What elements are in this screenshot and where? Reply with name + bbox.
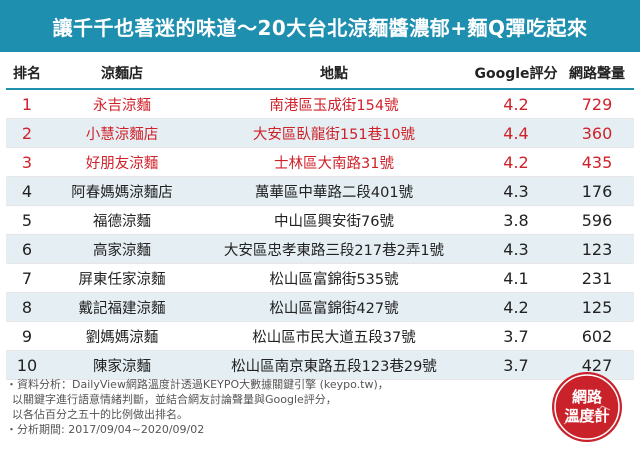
shop-cell: 屏東任家涼麵 — [48, 263, 196, 293]
shop-cell: 好朋友涼麵 — [48, 147, 196, 177]
header-shop: 涼麵店 — [48, 57, 196, 90]
rank-cell: 8 — [6, 292, 48, 322]
shop-cell: 劉媽媽涼麵 — [48, 321, 196, 351]
shop-cell: 永吉涼麵 — [48, 89, 196, 119]
score-cell: 4.2 — [472, 147, 560, 177]
note-line: ・資料分析：DailyView網路溫度計透過KEYPO大數據關鍵引擎 (keyp… — [6, 378, 389, 391]
logo-text-line1: 網路 — [571, 388, 602, 406]
rank-cell: 4 — [6, 176, 48, 206]
table-row: 4 阿春媽媽涼麵店 萬華區中華路二段401號 4.3 176 — [6, 176, 634, 206]
score-cell: 4.3 — [472, 234, 560, 264]
volume-cell: 596 — [560, 205, 634, 235]
shop-cell: 高家涼麵 — [48, 234, 196, 264]
score-cell: 3.8 — [472, 205, 560, 235]
table-row: 2 小慧涼麵店 大安區臥龍街151巷10號 4.4 360 — [6, 118, 634, 148]
analysis-notes: ・資料分析：DailyView網路溫度計透過KEYPO大數據關鍵引擎 (keyp… — [6, 377, 526, 437]
rank-cell: 10 — [6, 350, 48, 380]
table-row: 10 陳家涼麵 松山區南京東路五段123巷29號 3.7 427 — [6, 350, 634, 380]
address-cell: 大安區忠孝東路三段217巷2弄1號 — [196, 234, 472, 264]
address-cell: 大安區臥龍街151巷10號 — [196, 118, 472, 148]
shop-cell: 陳家涼麵 — [48, 350, 196, 380]
shop-cell: 戴記福建涼麵 — [48, 292, 196, 322]
rank-cell: 1 — [6, 89, 48, 119]
table-row: 9 劉媽媽涼麵 松山區市民大道五段37號 3.7 602 — [6, 321, 634, 351]
rank-cell: 3 — [6, 147, 48, 177]
volume-cell: 176 — [560, 176, 634, 206]
volume-cell: 123 — [560, 234, 634, 264]
note-line: ・分析期間: 2017/09/04~2020/09/02 — [6, 423, 205, 436]
score-cell: 4.2 — [472, 292, 560, 322]
score-cell: 3.7 — [472, 321, 560, 351]
shop-cell: 阿春媽媽涼麵店 — [48, 176, 196, 206]
rank-cell: 9 — [6, 321, 48, 351]
address-cell: 松山區市民大道五段37號 — [196, 321, 472, 351]
logo-ring-icon — [554, 374, 620, 440]
address-cell: 士林區大南路31號 — [196, 147, 472, 177]
score-cell: 4.3 — [472, 176, 560, 206]
score-cell: 4.1 — [472, 263, 560, 293]
table-row: 1 永吉涼麵 南港區玉成街154號 4.2 729 — [6, 89, 634, 119]
shop-cell: 福德涼麵 — [48, 205, 196, 235]
ranking-table: 排名 涼麵店 地點 Google評分 網路聲量 1 永吉涼麵 南港區玉成街154… — [6, 57, 634, 380]
volume-cell: 360 — [560, 118, 634, 148]
note-line: 以關鍵字進行語意情緒判斷，並結合網友討論聲量與Google評分， — [12, 393, 337, 406]
volume-cell: 125 — [560, 292, 634, 322]
rank-cell: 5 — [6, 205, 48, 235]
score-cell: 4.4 — [472, 118, 560, 148]
header-rank: 排名 — [6, 57, 48, 90]
rank-cell: 6 — [6, 234, 48, 264]
shop-cell: 小慧涼麵店 — [48, 118, 196, 148]
address-cell: 松山區富錦街535號 — [196, 263, 472, 293]
note-line: 以各佔百分之五十的比例做出排名。 — [12, 408, 188, 421]
address-cell: 松山區富錦街427號 — [196, 292, 472, 322]
score-cell: 3.7 — [472, 350, 560, 380]
table-row: 8 戴記福建涼麵 松山區富錦街427號 4.2 125 — [6, 292, 634, 322]
volume-cell: 435 — [560, 147, 634, 177]
table-row: 5 福德涼麵 中山區興安街76號 3.8 596 — [6, 205, 634, 235]
header-volume: 網路聲量 — [560, 57, 634, 90]
score-cell: 4.2 — [472, 89, 560, 119]
address-cell: 南港區玉成街154號 — [196, 89, 472, 119]
volume-cell: 602 — [560, 321, 634, 351]
table-header-row: 排名 涼麵店 地點 Google評分 網路聲量 — [6, 57, 634, 90]
header-address: 地點 — [196, 57, 472, 90]
logo-text-line2: 溫度計 — [564, 407, 610, 425]
rank-cell: 7 — [6, 263, 48, 293]
address-cell: 中山區興安街76號 — [196, 205, 472, 235]
rank-cell: 2 — [6, 118, 48, 148]
address-cell: 松山區南京東路五段123巷29號 — [196, 350, 472, 380]
table-row: 3 好朋友涼麵 士林區大南路31號 4.2 435 — [6, 147, 634, 177]
header-score: Google評分 — [472, 57, 560, 90]
table-row: 7 屏東任家涼麵 松山區富錦街535號 4.1 231 — [6, 263, 634, 293]
table-row: 6 高家涼麵 大安區忠孝東路三段217巷2弄1號 4.3 123 — [6, 234, 634, 264]
dailyview-logo: 網路 溫度計 — [552, 372, 622, 442]
page-title: 讓千千也著迷的味道～20大台北涼麵醬濃郁+麵Q彈吃起來 — [0, 0, 640, 52]
address-cell: 萬華區中華路二段401號 — [196, 176, 472, 206]
volume-cell: 729 — [560, 89, 634, 119]
volume-cell: 231 — [560, 263, 634, 293]
